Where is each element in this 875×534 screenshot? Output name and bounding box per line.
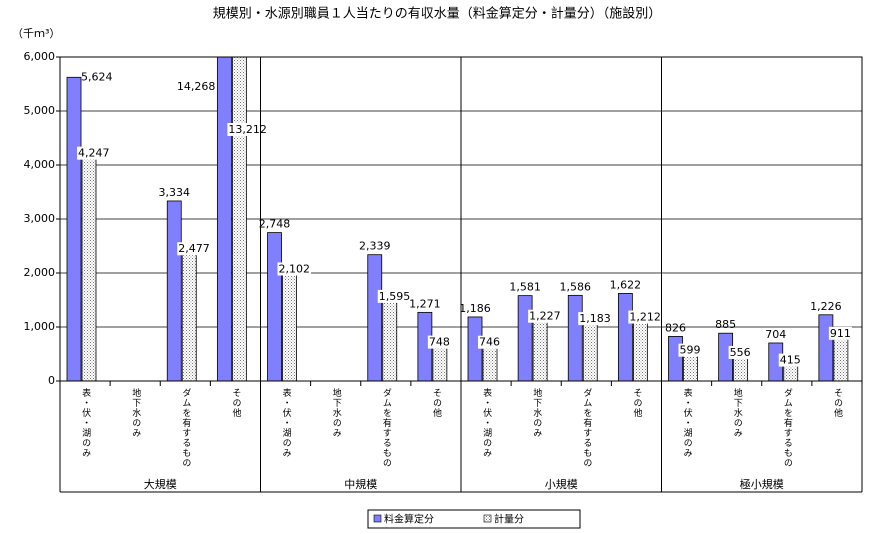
labels: 表・伏・湖のみ 5,624 4,247 地下水のみ ダムを有するもの 3,334 2,477… — [59, 57, 863, 493]
value-label: 1,226 — [810, 300, 842, 313]
label-bg — [377, 289, 412, 303]
bar — [282, 267, 297, 381]
x-tick-label: その他 — [431, 388, 442, 418]
legend-label: 計量分 — [494, 513, 524, 526]
bar — [582, 316, 598, 381]
value-label: 746 — [479, 336, 500, 349]
y-tick-label: 5,000 — [24, 104, 56, 117]
value-label: 14,268 — [177, 80, 216, 93]
value-label: 826 — [665, 321, 686, 334]
label-bg — [578, 312, 612, 326]
value-label: 5,624 — [81, 70, 113, 83]
value-label: 415 — [780, 354, 801, 367]
legend-label: 料金算定分 — [384, 513, 434, 526]
bar — [216, 57, 232, 381]
value-label: 3,334 — [159, 186, 191, 199]
x-tick-label: その他 — [832, 388, 843, 418]
value-label: 1,581 — [509, 281, 541, 294]
bar — [632, 315, 648, 381]
value-label: 4,247 — [78, 147, 110, 160]
bar — [267, 232, 282, 381]
label-bg — [728, 345, 752, 359]
label-bg — [478, 335, 501, 349]
label-bg — [678, 343, 702, 357]
x-tick-label: 地下水のみ — [130, 387, 141, 438]
bar — [81, 151, 97, 381]
value-label: 1,212 — [629, 311, 661, 324]
value-label: 1,595 — [379, 290, 411, 303]
chart-title: 規模別・水源別職員１人当たりの有収水量（料金算定分・計量分）（施設別） — [213, 6, 662, 22]
x-tick-label: その他 — [230, 388, 241, 418]
value-label: 2,339 — [359, 240, 391, 253]
x-tick-label: ダムを有するもの — [180, 387, 191, 468]
x-tick-label: 表・伏・湖のみ — [281, 387, 292, 458]
value-label: 1,186 — [459, 302, 491, 315]
x-tick-label: 地下水のみ — [331, 387, 342, 438]
plot-frame — [59, 56, 863, 382]
x-tick-label: ダムを有するもの — [381, 387, 392, 468]
y-tick-label: 0 — [48, 374, 55, 387]
group-label: 極小規模 — [740, 477, 784, 491]
x-tick-label: 表・伏・湖のみ — [80, 387, 91, 458]
value-label: 2,748 — [259, 218, 291, 231]
bar — [517, 295, 533, 381]
x-tick-label: その他 — [631, 388, 642, 418]
label-bg — [528, 309, 562, 323]
value-label: 1,227 — [529, 310, 561, 323]
x-tick-label: 表・伏・湖のみ — [481, 387, 492, 458]
x-tick-label: 地下水のみ — [531, 387, 542, 438]
value-label: 599 — [680, 344, 701, 357]
label-bg — [778, 353, 802, 367]
value-label: 556 — [730, 346, 751, 359]
bar — [818, 314, 834, 381]
legend-swatch — [483, 514, 492, 523]
value-label: 13,212 — [228, 123, 267, 136]
group-label: 中規模 — [344, 477, 377, 491]
label-bg — [277, 262, 311, 276]
label-bg — [227, 123, 268, 136]
value-label: 1,622 — [610, 278, 642, 291]
x-tick-label: 表・伏・湖のみ — [682, 387, 693, 458]
bar — [382, 294, 398, 381]
label-bg — [177, 242, 211, 256]
label-bg — [828, 326, 852, 340]
y-axis-label: （千ｍ³） — [12, 27, 60, 40]
value-label: 2,477 — [178, 242, 210, 255]
bar — [567, 294, 583, 381]
legend-swatch — [373, 514, 382, 523]
legend-box — [367, 509, 581, 529]
value-label: 911 — [830, 327, 851, 340]
x-tick-label: ダムを有するもの — [581, 387, 592, 468]
x-tick-label: 地下水のみ — [732, 387, 743, 438]
value-label: 1,271 — [409, 297, 441, 310]
bar — [367, 254, 383, 381]
y-tick-label: 3,000 — [24, 212, 56, 225]
value-label: 704 — [765, 328, 786, 341]
value-label: 1,586 — [560, 280, 592, 293]
bar — [181, 246, 197, 381]
value-label: 748 — [429, 336, 450, 349]
value-label: 2,102 — [279, 262, 311, 275]
y-tick-label: 2,000 — [24, 266, 56, 279]
label-bg — [628, 310, 662, 324]
label-bg — [427, 335, 451, 349]
group-label: 大規模 — [144, 477, 177, 491]
bar — [532, 314, 548, 381]
x-tick-label: ダムを有するもの — [782, 387, 793, 468]
value-label: 1,183 — [579, 312, 611, 325]
value-label: 885 — [715, 318, 736, 331]
bar — [166, 200, 182, 381]
bar — [231, 57, 247, 381]
bar — [467, 316, 483, 381]
bar — [66, 76, 82, 381]
bar — [617, 293, 633, 381]
group-label: 小規模 — [545, 477, 578, 491]
y-tick-label: 4,000 — [24, 158, 56, 171]
label-bg — [77, 146, 111, 160]
y-tick-label: 1,000 — [24, 320, 56, 333]
y-tick-label: 6,000 — [24, 50, 56, 63]
